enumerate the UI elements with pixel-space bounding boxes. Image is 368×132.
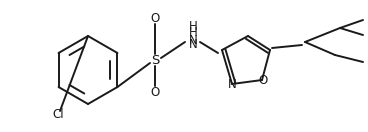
Text: N: N — [228, 77, 236, 91]
Text: H: H — [189, 20, 197, 34]
Text: O: O — [151, 86, 160, 98]
Text: S: S — [151, 53, 159, 67]
Text: O: O — [151, 11, 160, 25]
Text: H
N: H N — [189, 25, 197, 51]
Text: O: O — [258, 74, 268, 86]
Text: N: N — [189, 34, 197, 46]
Text: Cl: Cl — [52, 109, 64, 121]
